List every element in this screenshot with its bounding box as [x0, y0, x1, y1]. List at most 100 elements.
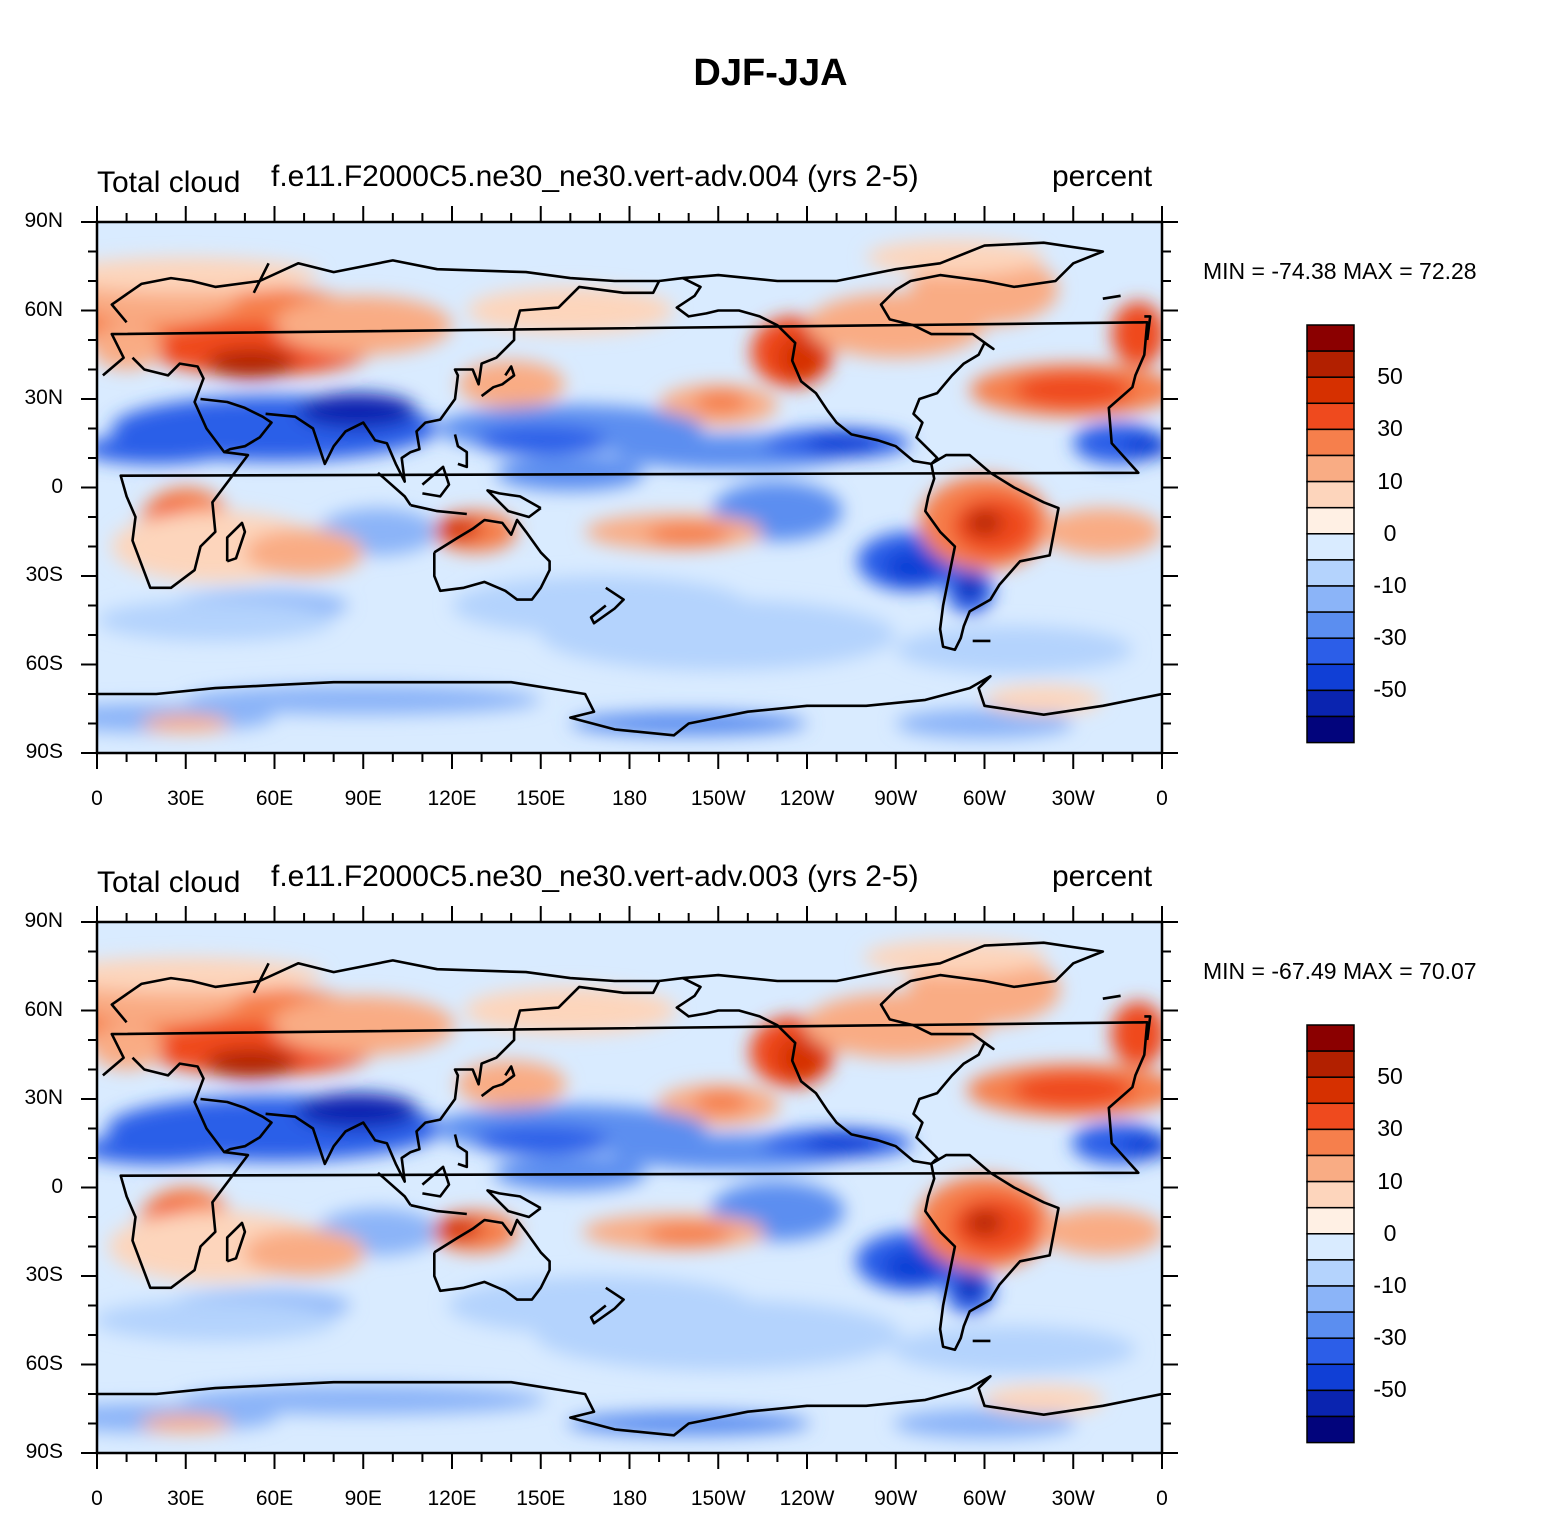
field-patch	[1012, 1072, 1135, 1108]
field-patch	[895, 708, 1074, 739]
colorbar-swatch	[1306, 663, 1355, 692]
lon-label: 30W	[1051, 787, 1095, 810]
colorbar-swatch	[1306, 1311, 1355, 1339]
field-patch	[140, 1414, 232, 1433]
field-patch	[475, 425, 606, 456]
units-label: percent	[1052, 160, 1153, 193]
coastline	[97, 1375, 1162, 1437]
lon-label: 30W	[1051, 1487, 1095, 1510]
lon-label: 120E	[427, 787, 477, 810]
map-stage-2	[81, 906, 1355, 1469]
coastline	[110, 259, 661, 483]
field-patch	[97, 257, 319, 293]
cloud-field	[97, 222, 1162, 753]
field-patch	[180, 1385, 547, 1415]
lat-label: 30N	[24, 1086, 63, 1109]
colorbar-swatch	[1306, 1206, 1355, 1235]
field-patch	[966, 1211, 1003, 1235]
field-patch	[893, 1408, 1076, 1439]
coastline	[225, 1221, 247, 1263]
lon-label: 90E	[344, 787, 382, 810]
lon-label: 30E	[167, 1487, 205, 1510]
lon-label: 120W	[779, 787, 835, 810]
field-patch	[205, 1048, 297, 1079]
colorbar-label: -30	[1373, 624, 1407, 651]
field-patch	[646, 1222, 732, 1247]
coastline	[480, 365, 516, 398]
variable-label: Total cloud	[97, 166, 241, 199]
coastline	[924, 453, 1060, 652]
field-patch	[433, 1217, 483, 1241]
lat-label: 60S	[25, 1351, 63, 1375]
figure-title: DJF-JJA	[693, 52, 848, 94]
lon-label: 30E	[167, 787, 205, 810]
map-stage-1	[81, 206, 1355, 769]
coastline	[200, 397, 273, 454]
case-label: f.e11.F2000C5.ne30_ne30.vert-adv.004 (yr…	[271, 160, 919, 193]
colorbar-swatch	[1306, 715, 1355, 744]
colorbar-swatch	[1306, 559, 1355, 587]
colorbar-swatch	[1306, 1363, 1355, 1392]
coastline	[486, 1189, 542, 1219]
lat-label: 0	[51, 474, 63, 498]
coastline	[433, 518, 551, 601]
coastline	[589, 1286, 625, 1325]
colorbar-swatch	[1306, 1285, 1355, 1313]
colorbar-label: 50	[1377, 363, 1403, 390]
lat-label: 0	[51, 1174, 63, 1198]
field-patch	[466, 286, 674, 335]
lon-label: 60W	[962, 1487, 1007, 1510]
lon-label: 150W	[690, 1487, 746, 1510]
coastline	[252, 262, 1152, 643]
field-patch	[244, 528, 364, 577]
field-patch	[296, 1093, 419, 1129]
coastline	[486, 489, 542, 519]
map-panel-2: Total cloud f.e11.F2000C5.ne30_ne30.vert…	[0, 700, 1541, 1510]
coastline	[102, 321, 1149, 590]
field-patch	[805, 1131, 880, 1156]
field-patch	[97, 599, 334, 641]
colorbar-swatch	[1306, 1050, 1355, 1078]
field-patch	[494, 1155, 647, 1191]
lon-label: 180	[611, 787, 648, 810]
lat-label: 90S	[25, 1440, 63, 1463]
lat-label: 90N	[24, 209, 63, 232]
field-patch	[883, 1249, 944, 1285]
colorbar-label: 0	[1383, 519, 1397, 546]
field-patch	[274, 295, 452, 355]
coastlines	[97, 241, 1162, 737]
coastlines	[97, 941, 1162, 1437]
field-contours	[97, 239, 1162, 739]
lon-label: 180	[611, 1487, 648, 1510]
colorbar-swatch	[1306, 1024, 1355, 1052]
field-patch	[97, 322, 163, 370]
field-patch	[966, 511, 1003, 535]
colorbar-label: 0	[1383, 1219, 1397, 1246]
min-max-label: MIN = -74.38 MAX = 72.28	[1203, 258, 1477, 284]
colorbar-swatch	[1306, 1259, 1355, 1287]
coastline	[102, 1021, 1149, 1290]
lat-label: 90S	[25, 740, 63, 763]
colorbar-swatch	[1306, 611, 1355, 639]
field-patch	[141, 714, 231, 733]
lon-label: 90W	[874, 1487, 918, 1510]
coastline	[225, 521, 247, 563]
lon-label: 150W	[690, 787, 746, 810]
field-patch	[1041, 1208, 1162, 1256]
lat-label: 30S	[25, 563, 63, 586]
field-patch	[185, 685, 541, 715]
coastline	[377, 471, 467, 516]
map-panel-1: Total cloud f.e11.F2000C5.ne30_ne30.vert…	[0, 0, 1541, 810]
colorbar-swatch	[1306, 1102, 1355, 1131]
field-patch	[694, 390, 748, 414]
lon-label: 0	[91, 787, 103, 810]
colorbar-swatch	[1306, 480, 1355, 509]
field-patch	[540, 599, 896, 671]
coastline	[110, 959, 661, 1183]
colorbar-label: 10	[1377, 1167, 1403, 1194]
field-patch	[957, 576, 982, 600]
lon-label: 150E	[516, 1487, 566, 1510]
colorbar-swatch	[1306, 506, 1355, 535]
field-patch	[1110, 1001, 1162, 1067]
colorbar-label: 10	[1377, 467, 1403, 494]
